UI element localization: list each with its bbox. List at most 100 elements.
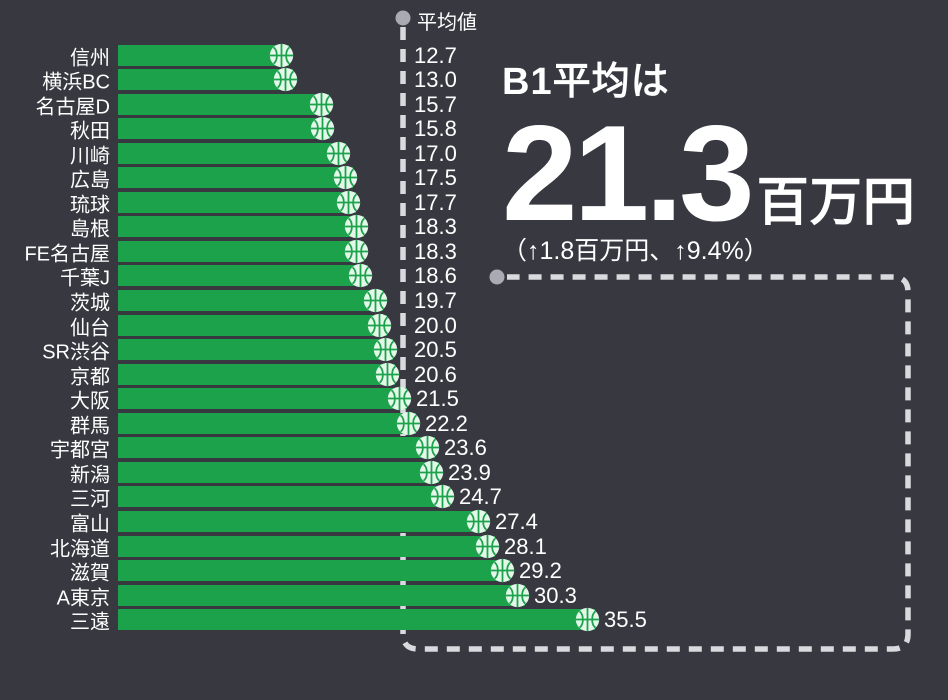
salary-bar xyxy=(118,92,334,117)
team-label: 大阪 xyxy=(70,390,110,412)
team-label: 千葉J xyxy=(60,267,110,289)
bar-row: 宇都宮 23.6 xyxy=(0,434,948,462)
bar-row: 滋賀 29.2 xyxy=(0,557,948,585)
team-label: 広島 xyxy=(70,169,110,191)
average-marker-label: 平均値 xyxy=(417,12,477,34)
team-label: 茨城 xyxy=(70,292,110,314)
team-label: 北海道 xyxy=(50,538,110,560)
value-label: 17.0 xyxy=(414,140,457,166)
bar-row: SR渋谷 20.5 xyxy=(0,336,948,364)
basketball-icon xyxy=(375,362,400,387)
salary-bar xyxy=(118,239,369,264)
team-label: 横浜BC xyxy=(42,71,110,93)
team-label: 京都 xyxy=(70,366,110,388)
team-label: SR渋谷 xyxy=(42,341,110,363)
basketball-icon xyxy=(348,263,373,288)
value-label: 35.5 xyxy=(604,606,647,632)
bar-row: 千葉J 18.6 xyxy=(0,262,948,290)
bar-row: 北海道 28.1 xyxy=(0,533,948,561)
basketball-icon xyxy=(466,509,491,534)
salary-bar xyxy=(118,141,351,166)
basketball-icon xyxy=(373,337,398,362)
salary-bar xyxy=(118,435,440,460)
bar-row: 茨城 19.7 xyxy=(0,287,948,315)
value-label: 17.7 xyxy=(414,189,457,215)
team-label: 三遠 xyxy=(70,611,110,633)
team-label: 島根 xyxy=(70,218,110,240)
basketball-icon xyxy=(344,214,369,239)
salary-bar xyxy=(118,583,530,608)
basketball-icon xyxy=(363,288,388,313)
bar-row: 新潟 23.9 xyxy=(0,460,948,487)
bar-row: 群馬 22.2 xyxy=(0,411,948,438)
team-label: 新潟 xyxy=(70,464,110,486)
salary-bar xyxy=(118,411,421,436)
salary-bar xyxy=(118,362,400,387)
value-label: 20.0 xyxy=(414,312,457,338)
salary-bar xyxy=(118,558,515,583)
basketball-icon xyxy=(415,435,440,460)
salary-bar xyxy=(118,386,412,411)
salary-bar xyxy=(118,509,491,534)
basketball-icon xyxy=(396,411,421,436)
value-label: 15.8 xyxy=(414,115,457,141)
value-label: 20.5 xyxy=(414,336,457,362)
team-label: A東京 xyxy=(56,587,110,609)
salary-bar xyxy=(118,337,398,362)
bar-row: 大阪 21.5 xyxy=(0,385,948,413)
basketball-icon xyxy=(269,43,294,68)
team-label: 群馬 xyxy=(70,415,110,437)
salary-bar xyxy=(118,67,298,92)
basketball-icon xyxy=(430,484,455,509)
salary-bar xyxy=(118,288,388,313)
value-label: 23.6 xyxy=(444,434,487,460)
team-label: FE名古屋 xyxy=(24,243,110,265)
value-label: 27.4 xyxy=(495,508,538,534)
bar-row: 富山 27.4 xyxy=(0,508,948,536)
value-label: 18.3 xyxy=(414,213,457,239)
callout-change: （↑1.8百万円、↑9.4%） xyxy=(502,236,769,265)
team-label: 富山 xyxy=(70,513,110,535)
value-label: 20.6 xyxy=(414,361,457,387)
callout-average-value: 21.3 xyxy=(502,96,755,249)
team-label: 信州 xyxy=(70,47,110,69)
basketball-icon xyxy=(419,460,444,485)
salary-bar xyxy=(118,116,335,141)
value-label: 24.7 xyxy=(459,483,502,509)
salary-bar xyxy=(118,607,600,632)
basketball-icon xyxy=(309,92,334,117)
bar-row: 三河 24.7 xyxy=(0,483,948,511)
team-label: 滋賀 xyxy=(70,562,110,584)
team-label: 三河 xyxy=(70,488,110,510)
bar-row: 京都 20.6 xyxy=(0,361,948,389)
bar-row: 仙台 20.0 xyxy=(0,312,948,340)
value-label: 19.7 xyxy=(414,287,457,313)
callout-value-row: 21.3 百万円 xyxy=(502,96,942,249)
value-label: 21.5 xyxy=(416,385,459,411)
value-label: 18.6 xyxy=(414,262,457,288)
basketball-icon xyxy=(326,141,351,166)
basketball-icon xyxy=(344,239,369,264)
team-label: 宇都宮 xyxy=(50,439,110,461)
team-label: 仙台 xyxy=(70,317,110,339)
callout-unit: 百万円 xyxy=(756,173,916,232)
value-label: 15.7 xyxy=(414,91,457,117)
salary-bar xyxy=(118,43,294,68)
value-label: 17.5 xyxy=(414,164,457,190)
value-label: 28.1 xyxy=(504,533,547,559)
value-label: 29.2 xyxy=(519,557,562,583)
basketball-icon xyxy=(505,583,530,608)
value-label: 18.3 xyxy=(414,238,457,264)
salary-bar xyxy=(118,165,358,190)
team-label: 川崎 xyxy=(70,145,110,167)
bar-row: 三遠 35.5 xyxy=(0,606,948,634)
value-label: 12.7 xyxy=(414,42,457,68)
value-label: 30.3 xyxy=(534,582,577,608)
basketball-icon xyxy=(273,67,298,92)
salary-bar xyxy=(118,313,392,338)
salary-bar xyxy=(118,460,444,485)
team-label: 名古屋D xyxy=(35,96,110,118)
team-label: 琉球 xyxy=(70,194,110,216)
basketball-icon xyxy=(336,190,361,215)
